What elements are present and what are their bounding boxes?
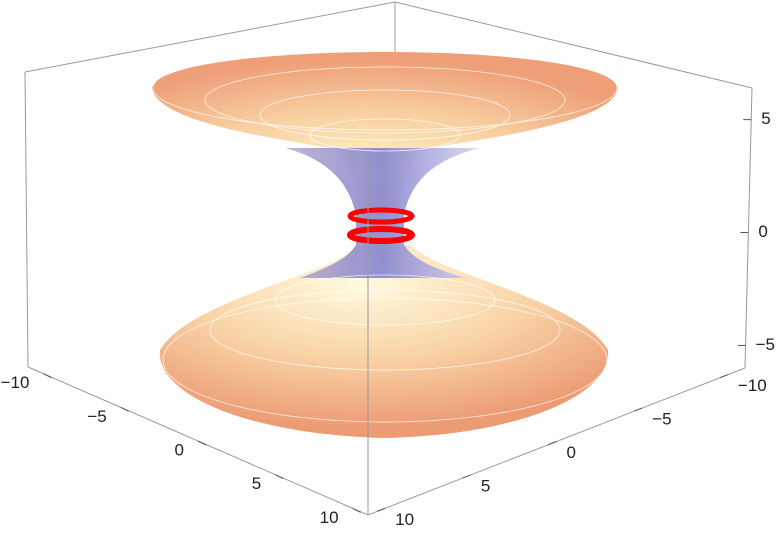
tick-mark [352,507,361,513]
lower-sheet [159,245,609,438]
y-tick-label: 10 [395,510,414,529]
ring [347,207,415,225]
tick-mark [634,407,643,412]
tick-mark [275,474,284,480]
x-tick-label: 5 [252,474,261,493]
y-tick-label: 0 [567,443,576,462]
tick-mark [197,440,207,446]
tick-mark [548,441,557,445]
z-tick-label: 5 [761,109,770,128]
x-tick-label: 0 [175,440,184,459]
tick-mark [376,507,386,512]
throat [285,148,480,278]
y-tick-label: −5 [652,410,671,429]
tick-mark [462,474,471,479]
upper-sheet [152,52,618,215]
x-tick-label: −5 [87,407,106,426]
tick-mark [719,374,729,379]
tick-mark [120,406,129,412]
x-tick-label: 10 [320,508,339,527]
z-tick-label: 0 [758,222,767,241]
surface [152,45,618,438]
y-tick-label: 5 [481,476,490,495]
z-tick-label: −5 [756,335,775,354]
y-tick-label: −10 [738,376,767,395]
ring [347,226,415,244]
tick-mark [43,373,52,379]
box-front [27,160,746,516]
x-tick-label: −10 [1,373,30,392]
